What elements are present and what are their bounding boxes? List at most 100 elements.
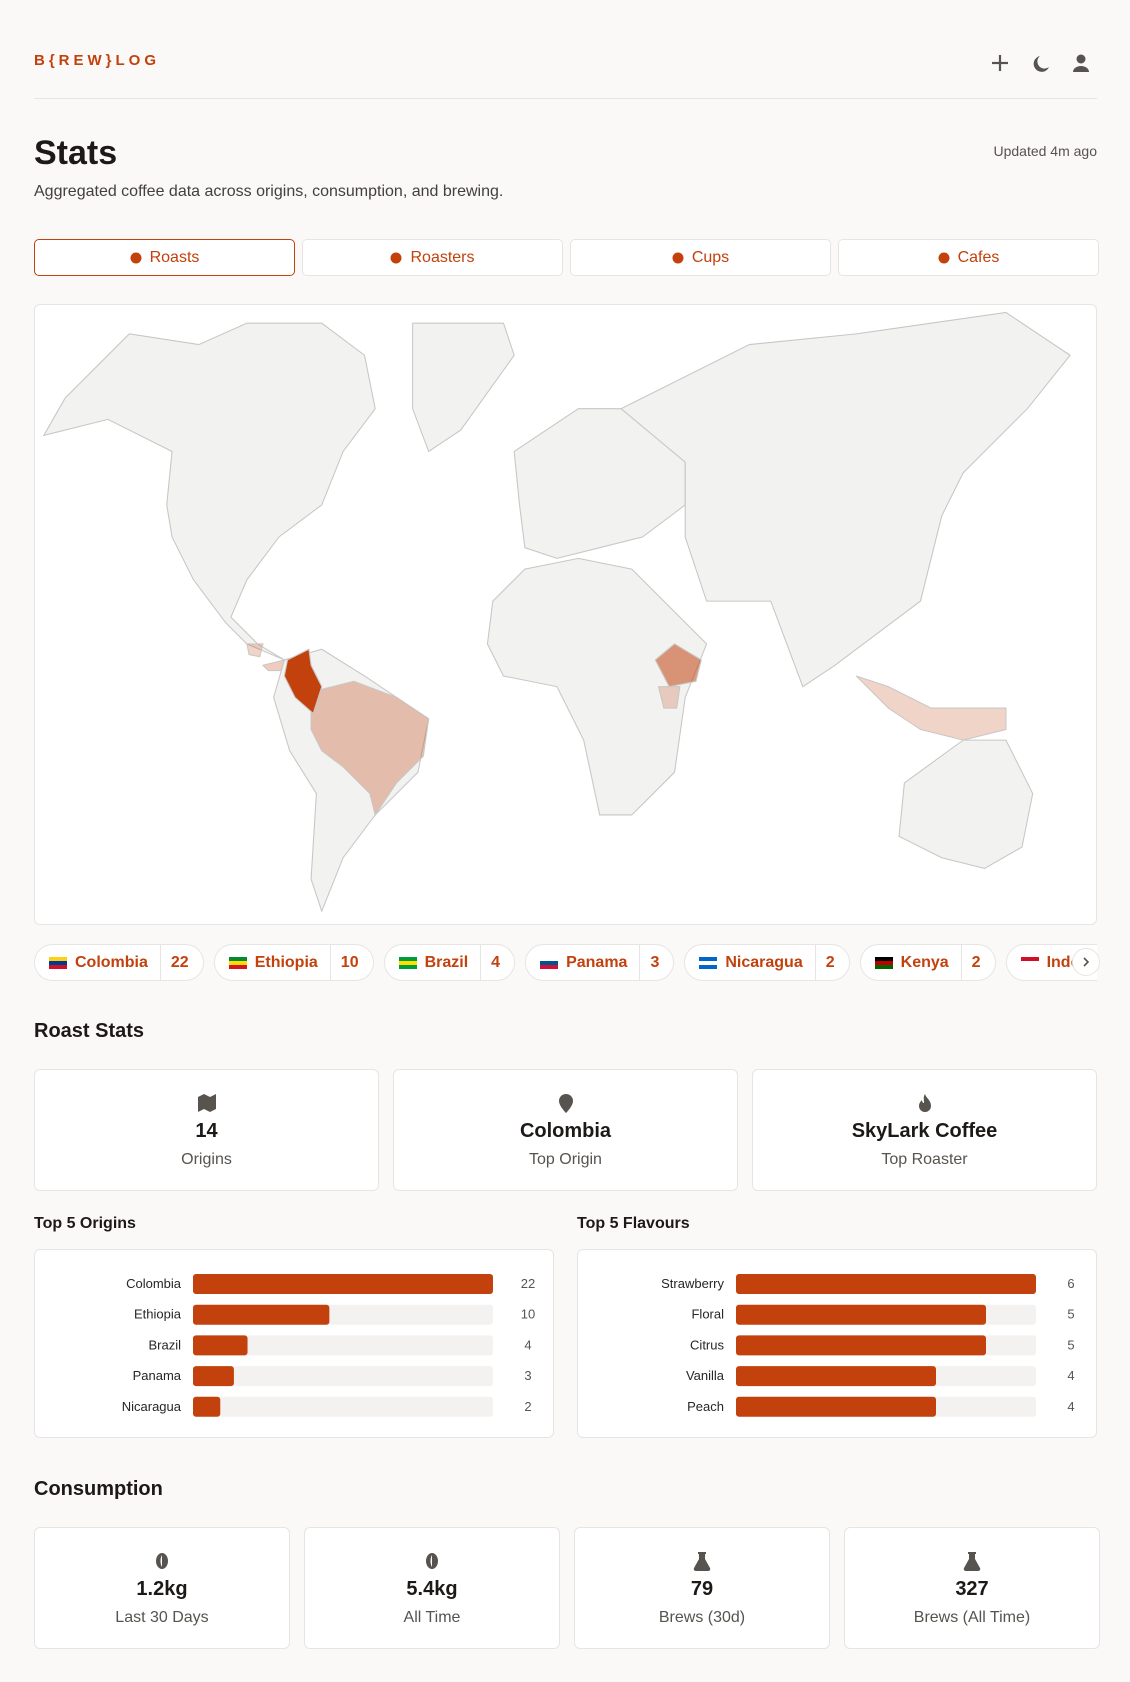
flag (49, 956, 67, 969)
card-icon (558, 1093, 573, 1113)
chip-name: Brazil (424, 953, 469, 971)
icon (558, 1093, 573, 1113)
flag (228, 956, 247, 969)
chip-name: Panama (566, 953, 628, 971)
tab-label: Cups (691, 248, 730, 266)
stat-card: 14 Origins (34, 1069, 379, 1191)
chip-count: 4 (480, 945, 514, 980)
flag (1020, 956, 1039, 969)
chip-count: 2 (814, 945, 849, 980)
icon (938, 252, 950, 263)
tab[interactable]: Cafes (838, 239, 1099, 276)
tab[interactable]: Roasts (34, 239, 295, 276)
card-icon (156, 1552, 168, 1569)
bar-label: Floral (691, 1307, 724, 1322)
bar-label: Peach (687, 1399, 724, 1414)
scroll-button[interactable] (1072, 948, 1100, 976)
bar-value: 4 (1067, 1368, 1074, 1383)
bar-chart: Strawberry 6 Floral 5 Citrus 5 Vanilla 4 Peach 4 (577, 1249, 1097, 1438)
bar (193, 1396, 221, 1417)
tab[interactable]: Cups (570, 239, 831, 276)
bar (736, 1304, 986, 1325)
chart-title: Top 5 Origins (34, 1215, 136, 1232)
stat-value: Colombia (519, 1119, 612, 1142)
bar-label: Citrus (690, 1337, 724, 1352)
section-title: Consumption (34, 1478, 163, 1500)
stat-card: 1.2kg Last 30 Days (34, 1527, 290, 1649)
bar (193, 1274, 493, 1294)
bar-value: 2 (524, 1399, 531, 1414)
bar-track (193, 1366, 493, 1387)
bar (193, 1304, 330, 1325)
bar-track (193, 1396, 493, 1417)
tab-label: Roasters (410, 248, 475, 266)
bar-label: Brazil (148, 1337, 181, 1352)
chip-name: Colombia (75, 953, 148, 971)
country[interactable] (246, 643, 264, 658)
icon (693, 1551, 711, 1571)
bar (736, 1366, 936, 1387)
origin-chip[interactable]: Panama 3 (525, 944, 675, 981)
origin-chips: Colombia 22 Ethiopia 10 Brazil 4 Panama 3 Nicara… (34, 944, 1097, 981)
bar-label: Vanilla (686, 1368, 725, 1383)
country[interactable] (283, 648, 323, 715)
chip-count: 3 (639, 945, 673, 980)
bar-chart: Colombia 22 Ethiopia 10 Brazil 4 Panama 3 Nicara… (34, 1249, 554, 1438)
updated: Updated 4m ago (993, 143, 1097, 159)
chip-count: 22 (159, 945, 203, 980)
tab-icon (672, 252, 684, 263)
bar (736, 1335, 986, 1356)
bar-label: Ethiopia (134, 1307, 182, 1322)
tab-icon (390, 252, 402, 263)
stat-card: 5.4kg All Time (304, 1527, 560, 1649)
country[interactable] (657, 686, 681, 709)
stat-value: SkyLark Coffee (851, 1119, 998, 1142)
stat-label: Origins (181, 1150, 232, 1168)
bar (736, 1396, 936, 1417)
icon (963, 1551, 981, 1571)
country[interactable] (310, 680, 430, 817)
world-map (42, 311, 1071, 913)
card-icon (426, 1552, 438, 1569)
bar-value: 6 (1067, 1276, 1074, 1291)
stat-value: 5.4kg (406, 1577, 458, 1600)
bar-track (193, 1335, 493, 1356)
chip-count: 2 (960, 945, 995, 980)
flag (874, 956, 893, 969)
origin-chip[interactable]: Brazil 4 (383, 944, 516, 981)
country[interactable] (855, 675, 1007, 741)
icon (1083, 957, 1090, 967)
bar-value: 22 (521, 1276, 535, 1291)
icon (672, 252, 684, 263)
icon (426, 1552, 438, 1569)
bar (193, 1366, 234, 1387)
tab-label: Roasts (149, 248, 200, 266)
country[interactable] (261, 659, 286, 672)
section-title: Roast Stats (34, 1020, 145, 1042)
stat-value: 327 (955, 1577, 989, 1600)
origin-chip[interactable]: Ethiopia 10 (213, 944, 374, 981)
stat-value: 79 (690, 1577, 714, 1600)
icon (197, 1093, 216, 1112)
map-panel (34, 304, 1097, 925)
stat-value: 1.2kg (136, 1577, 188, 1600)
logo[interactable]: B{REW}LOG (34, 52, 160, 69)
country[interactable] (654, 643, 702, 688)
flag (540, 956, 559, 969)
stat-card: SkyLark Coffee Top Roaster (752, 1069, 1097, 1191)
bar-value: 4 (524, 1337, 531, 1352)
icon (390, 252, 402, 263)
bar (736, 1274, 1036, 1294)
origin-chip[interactable]: Nicaragua 2 (684, 944, 850, 981)
bar-value: 5 (1067, 1307, 1074, 1322)
tab-label: Cafes (957, 248, 1000, 266)
card-icon (963, 1551, 981, 1571)
subtitle: Aggregated coffee data across origins, c… (34, 183, 504, 200)
chip-count: 10 (329, 945, 373, 980)
tab[interactable]: Roasters (302, 239, 563, 276)
divider (34, 98, 1097, 99)
origin-chip[interactable]: Colombia 22 (34, 944, 204, 981)
card-icon (693, 1551, 711, 1571)
origin-chip[interactable]: Kenya 2 (859, 944, 996, 981)
